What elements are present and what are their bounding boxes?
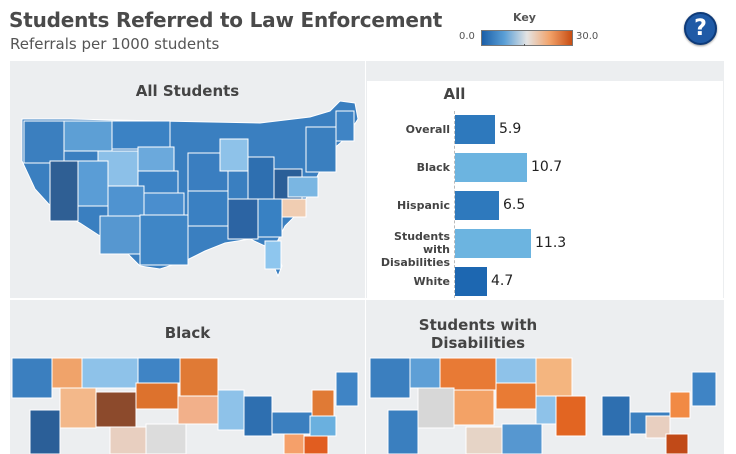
state-region — [439, 357, 497, 391]
state-region — [137, 146, 175, 172]
bar[interactable] — [455, 229, 531, 258]
state-region — [601, 395, 631, 437]
us-map-disabilities[interactable] — [366, 300, 724, 454]
color-key-gradient — [481, 30, 573, 46]
bar-value-label: 5.9 — [499, 121, 522, 137]
us-map-all-students[interactable] — [10, 61, 365, 298]
state-region — [665, 433, 689, 454]
state-region — [645, 415, 671, 439]
state-region — [77, 160, 109, 207]
key-min-label: 0.0 — [459, 31, 475, 42]
state-region — [187, 190, 229, 227]
state-region — [227, 198, 259, 240]
state-region — [264, 240, 282, 270]
state-region — [111, 120, 171, 150]
state-region — [417, 387, 455, 429]
state-region — [287, 176, 319, 198]
bar-chart-axis — [454, 111, 455, 298]
state-region — [283, 433, 305, 454]
state-region — [369, 357, 411, 399]
key-midpoint-tick — [524, 44, 525, 46]
bar[interactable] — [455, 115, 495, 144]
map-title-all-students: All Students — [135, 82, 240, 100]
bar-category-label: Overall — [405, 123, 450, 136]
state-region — [23, 120, 65, 164]
state-region — [49, 160, 79, 222]
bar-value-label: 11.3 — [535, 235, 567, 251]
state-region — [465, 426, 503, 454]
help-button[interactable]: ? — [684, 12, 717, 45]
map-title-black: Black — [164, 324, 211, 342]
bar[interactable] — [455, 191, 499, 220]
bar-value-label: 4.7 — [491, 273, 514, 289]
question-mark-icon: ? — [694, 16, 707, 41]
state-region — [179, 357, 219, 397]
state-region — [81, 357, 139, 389]
bar-category-label: Hispanic — [397, 199, 450, 212]
state-region — [143, 192, 185, 216]
state-region — [257, 198, 283, 238]
state-region — [63, 120, 113, 152]
state-region — [11, 357, 53, 399]
map-panel-black[interactable]: Black — [10, 300, 365, 454]
state-region — [271, 411, 313, 435]
state-region — [309, 415, 337, 437]
state-region — [247, 156, 275, 200]
state-region — [145, 423, 187, 454]
bar[interactable] — [455, 267, 487, 296]
bar-category-label: White — [413, 275, 450, 288]
state-region — [281, 198, 307, 218]
map-panel-disabilities[interactable]: Students with Disabilities — [366, 300, 724, 454]
state-region — [453, 389, 495, 426]
state-region — [51, 357, 83, 389]
state-region — [95, 391, 137, 428]
state-region — [305, 126, 337, 173]
state-region — [99, 215, 141, 255]
state-region — [501, 423, 543, 454]
page-subtitle: Referrals per 1000 students — [10, 35, 220, 53]
state-region — [555, 395, 587, 437]
state-region — [243, 395, 273, 437]
state-region — [107, 185, 145, 217]
bar-chart-all[interactable]: All Overall 5.9 Black 10.7 Hispanic 6.5 Studen… — [367, 81, 723, 298]
bar-category-label: Students with Disabilities — [380, 230, 450, 269]
us-map-black[interactable] — [10, 300, 365, 454]
state-region — [495, 382, 537, 410]
state-region — [387, 409, 419, 454]
bar-category-label: Black — [416, 161, 450, 174]
state-region — [177, 395, 219, 425]
state-region — [139, 214, 189, 266]
state-region — [335, 110, 355, 142]
state-region — [109, 426, 147, 454]
state-region — [311, 389, 335, 417]
state-region — [535, 357, 573, 397]
map-panel-all-students[interactable]: All Students — [10, 61, 365, 298]
state-region — [137, 357, 181, 384]
bar-value-label: 10.7 — [531, 159, 563, 175]
state-region — [669, 391, 691, 419]
state-region — [303, 435, 329, 454]
state-region — [219, 138, 249, 172]
state-region — [217, 389, 245, 431]
state-region — [29, 409, 61, 454]
bar-value-label: 6.5 — [503, 197, 526, 213]
state-region — [409, 357, 441, 389]
map-title-disabilities: Students with Disabilities — [418, 316, 538, 348]
state-region — [495, 357, 537, 384]
key-label: Key — [513, 11, 536, 24]
state-region — [535, 395, 557, 425]
state-region — [691, 371, 717, 407]
bar[interactable] — [455, 153, 527, 182]
state-region — [335, 371, 359, 407]
key-max-label: 30.0 — [576, 31, 599, 42]
page-title: Students Referred to Law Enforcement — [9, 8, 443, 32]
bar-chart-title: All — [443, 85, 466, 103]
state-region — [59, 387, 97, 429]
state-region — [135, 382, 179, 410]
